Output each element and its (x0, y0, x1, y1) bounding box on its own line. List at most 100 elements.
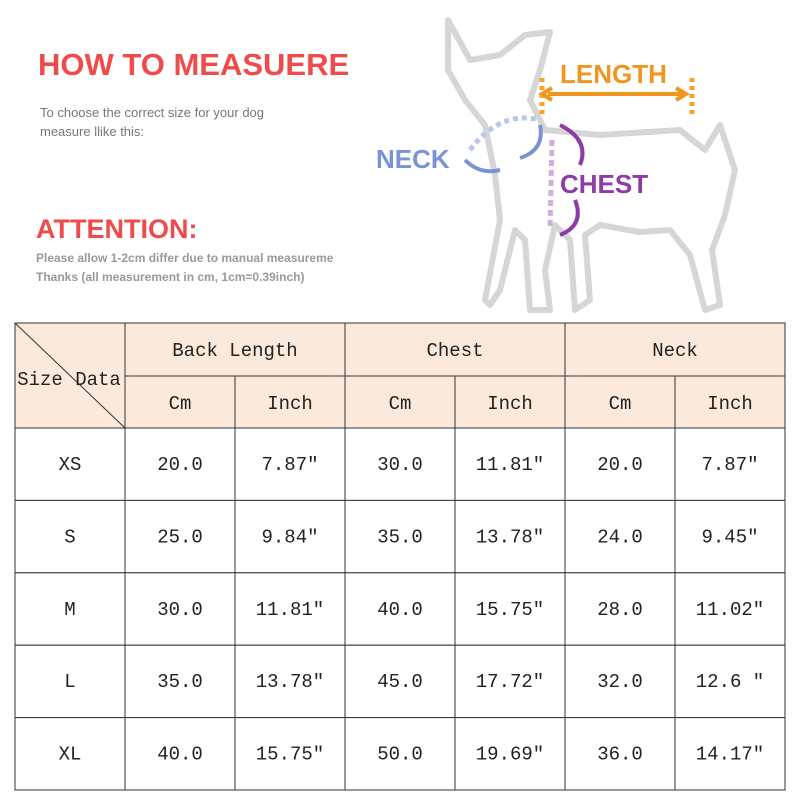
subheader-label: Cm (389, 393, 412, 415)
cell (14, 499, 126, 574)
cell (344, 572, 456, 646)
title: HOW TO MEASUERE (38, 47, 349, 82)
cell (124, 499, 236, 574)
cell (14, 717, 126, 791)
cell (234, 644, 346, 719)
cell (454, 427, 566, 501)
cell-text: 36.0 (597, 744, 643, 766)
cell-text: 20.0 (597, 454, 643, 476)
group-label: Back Length (172, 340, 297, 362)
cell-text: 30.0 (377, 454, 423, 476)
cell (124, 572, 236, 646)
length-arrowheads (538, 86, 690, 102)
chest-arrow (559, 123, 585, 237)
subheader-cell (564, 375, 676, 429)
cell (564, 427, 676, 501)
cell (674, 499, 786, 574)
subheader-label: Inch (707, 393, 753, 415)
cell (344, 717, 456, 791)
cell (674, 644, 786, 719)
cell-text: 45.0 (377, 671, 423, 693)
cell-text: 17.72″ (476, 671, 544, 693)
cell (124, 717, 236, 791)
subheader-cell (344, 375, 456, 429)
subheader-cell (454, 375, 566, 429)
cell-text: 35.0 (157, 671, 203, 693)
cell-text: 40.0 (157, 744, 203, 766)
cell (234, 572, 346, 646)
cell (14, 572, 126, 646)
subheader-label: Cm (169, 393, 192, 415)
cell-text: 11.81″ (256, 599, 324, 621)
neck-arrow (463, 124, 543, 174)
neck-dotted (468, 115, 541, 152)
cell-text: 11.81″ (476, 454, 544, 476)
cell (674, 572, 786, 646)
cell-text: 15.75″ (256, 744, 324, 766)
cell (14, 427, 126, 501)
group-label: Neck (652, 340, 698, 362)
subtitle: measure llike this: (40, 124, 144, 139)
corner-label: Data (75, 369, 121, 391)
cell (344, 427, 456, 501)
cell-text: 20.0 (157, 454, 203, 476)
chest-label: CHEST (560, 169, 648, 199)
cell-text: 13.78″ (256, 671, 324, 693)
cell (564, 572, 676, 646)
cell-text: 32.0 (597, 671, 643, 693)
cell-text: 25.0 (157, 526, 203, 548)
cell-text: 11.02″ (696, 599, 764, 621)
cell (344, 499, 456, 574)
notes: Please allow 1-2cm differ due to manual … (36, 251, 334, 284)
cell-text: L (64, 671, 75, 693)
cell-text: 9.45″ (701, 526, 758, 548)
subheader-label: Inch (267, 393, 313, 415)
cell (344, 644, 456, 719)
subheader-cell (234, 375, 346, 429)
cell-text: M (64, 599, 75, 621)
cell-text: 9.84″ (261, 526, 318, 548)
cell (454, 644, 566, 719)
subheader-label: Inch (487, 393, 533, 415)
corner-diagonal (14, 322, 126, 429)
corner-label: Size (17, 369, 63, 391)
cell (454, 499, 566, 574)
cell (564, 717, 676, 791)
cell-text: XL (59, 744, 82, 766)
attention-title: ATTENTION: (36, 214, 197, 244)
cell (234, 427, 346, 501)
subheader-cell (674, 375, 786, 429)
cell-text: 19.69″ (476, 744, 544, 766)
cell-text: S (64, 526, 75, 548)
size-table: Size Data Back Length Chest Neck Cm Inch Cm Inch… (14, 322, 786, 791)
cell-text: 7.87″ (261, 454, 318, 476)
cell-text: 7.87″ (701, 454, 758, 476)
cell-text: 40.0 (377, 599, 423, 621)
note: Please allow 1-2cm differ due to manual … (36, 251, 334, 265)
dog-silhouette (445, 17, 738, 313)
cell (454, 717, 566, 791)
cell (14, 644, 126, 719)
cell (674, 427, 786, 501)
subheader-label: Cm (609, 393, 632, 415)
chest-dotted (547, 139, 555, 231)
note: Thanks (all measurement in cm, 1cm=0.39i… (36, 270, 304, 284)
cell-text: 15.75″ (476, 599, 544, 621)
cell-text: 14.17″ (696, 744, 764, 766)
cell (564, 499, 676, 574)
cell (674, 717, 786, 791)
cell-text: 50.0 (377, 744, 423, 766)
length-label: LENGTH (560, 59, 667, 89)
cell-text: 12.6 ″ (696, 671, 764, 693)
cell-text: 13.78″ (476, 526, 544, 548)
subtitle: To choose the correct size for your dog (40, 105, 264, 120)
cell-text: XS (59, 454, 82, 476)
neck-label: NECK (376, 144, 450, 174)
group-label: Chest (426, 340, 483, 362)
cell-text: 24.0 (597, 526, 643, 548)
cell-text: 35.0 (377, 526, 423, 548)
cell-text: 28.0 (597, 599, 643, 621)
cell-text: 30.0 (157, 599, 203, 621)
cell (124, 644, 236, 719)
